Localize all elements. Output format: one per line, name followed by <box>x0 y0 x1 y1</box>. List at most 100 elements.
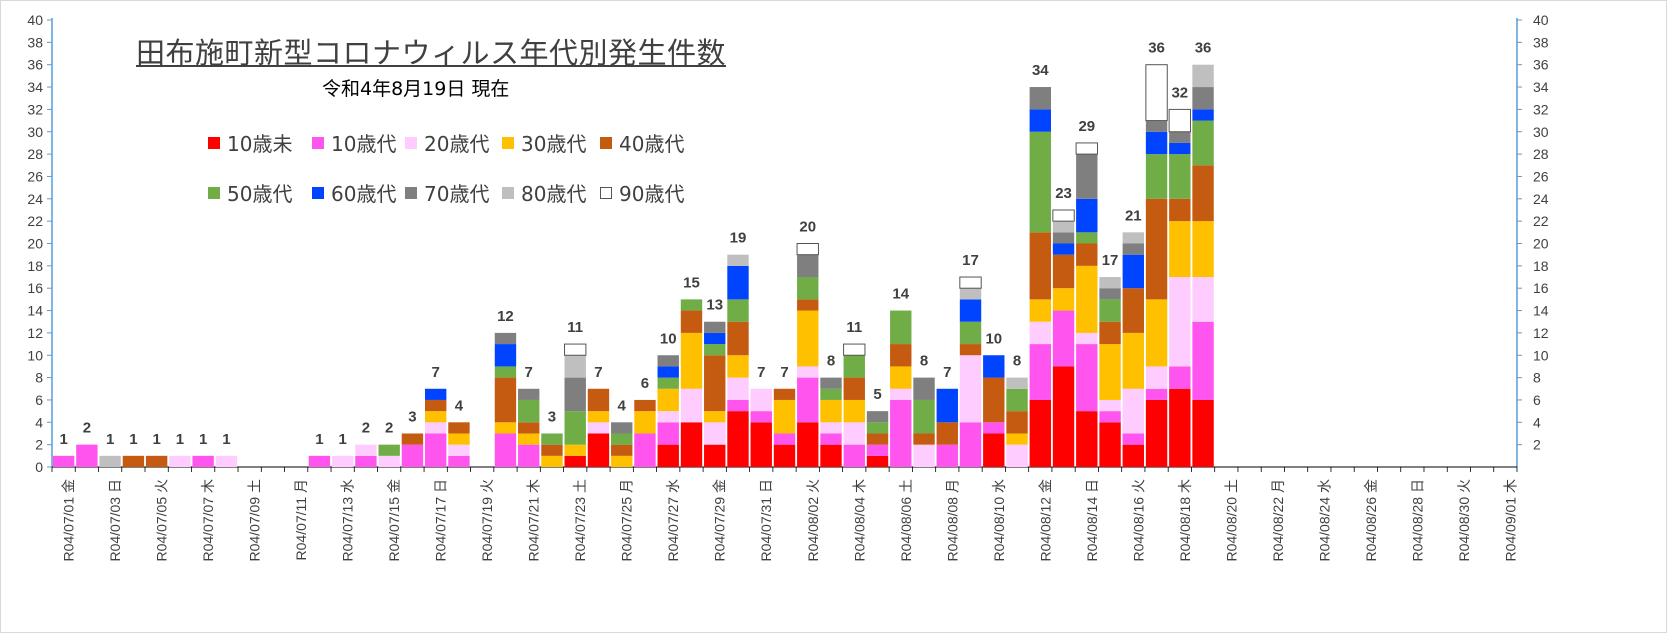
bar-segment <box>564 343 587 356</box>
data-label: 1 <box>106 431 114 448</box>
bar-segment <box>1122 388 1144 434</box>
bar-segment <box>797 299 819 311</box>
bar-segment <box>1169 142 1191 155</box>
bar-segment <box>1076 198 1098 233</box>
x-tick-label: R04/08/28 日 <box>1409 479 1425 562</box>
bar-segment <box>192 455 214 467</box>
x-tick-label: R04/08/22 月 <box>1270 479 1286 562</box>
data-label: 23 <box>1055 185 1072 202</box>
data-label: 10 <box>660 330 677 347</box>
bar-segment <box>1169 388 1191 467</box>
data-label: 8 <box>1013 353 1021 370</box>
chart-subtitle: 令和4年8月19日 現在 <box>322 78 510 100</box>
y-tick-label-left: 4 <box>35 414 43 430</box>
bar-segment <box>378 455 400 467</box>
y-tick-label-left: 34 <box>27 79 43 95</box>
bar-segment <box>99 455 121 467</box>
bar-segment <box>1006 377 1028 389</box>
bar-segment <box>448 433 470 445</box>
bar-segment <box>518 388 540 400</box>
bar-segment <box>1192 321 1214 400</box>
legend-label: 70歳代 <box>424 182 490 206</box>
bar-segment <box>983 355 1005 378</box>
data-label: 1 <box>338 431 346 448</box>
bar-segment <box>866 444 889 456</box>
bar-segment <box>890 344 912 367</box>
bar-segment <box>1145 120 1168 132</box>
legend-label: 50歳代 <box>227 182 293 206</box>
bar-segment <box>680 422 703 467</box>
bar-segment <box>1099 422 1121 467</box>
bar-segment <box>750 411 772 423</box>
bar-segment <box>1076 344 1098 412</box>
bar-segment <box>611 455 633 467</box>
bar-segment <box>1052 232 1075 244</box>
bar-segment <box>541 433 563 445</box>
legend-label: 10歳代 <box>331 132 397 156</box>
bar-segment <box>611 444 633 456</box>
legend-label: 30歳代 <box>521 132 587 156</box>
bar-segment <box>773 444 796 467</box>
y-tick-label-left: 30 <box>27 124 43 140</box>
legend-swatch <box>208 136 220 149</box>
bar-segment <box>1076 232 1098 244</box>
legend-swatch <box>502 136 514 149</box>
bar-segment <box>1169 154 1191 199</box>
data-label: 7 <box>594 364 602 381</box>
bar-segment <box>1099 321 1121 345</box>
legend-item: 90歳代 <box>600 178 684 207</box>
x-tick-label: R04/08/30 火 <box>1456 479 1472 562</box>
bar-segment <box>890 399 912 467</box>
bar-segment <box>215 455 238 467</box>
bar-segment <box>1192 87 1214 110</box>
bar-segment <box>866 433 889 445</box>
legend-swatch <box>502 186 514 199</box>
bar-segment <box>843 444 865 467</box>
x-tick-label: R04/07/01 金 <box>61 479 77 562</box>
legend-label: 90歳代 <box>619 182 685 206</box>
data-label: 19 <box>730 230 747 247</box>
bar-segment <box>773 433 796 445</box>
y-tick-label-left: 26 <box>27 168 43 184</box>
bar-segment <box>587 422 610 434</box>
legend-swatch <box>600 186 612 199</box>
bar-segment <box>1052 288 1075 311</box>
y-tick-label-left: 18 <box>27 258 43 274</box>
x-tick-label: R04/08/04 木 <box>851 479 867 562</box>
bar-segment <box>424 388 447 400</box>
bar-segment <box>843 422 865 445</box>
y-tick-label-right: 2 <box>1533 437 1541 453</box>
legend-swatch <box>312 136 324 149</box>
bar-segment <box>657 377 679 389</box>
bar-segment <box>564 455 586 467</box>
bar-segment <box>587 411 610 423</box>
bar-segment <box>494 344 517 367</box>
bar-segment <box>727 265 749 300</box>
y-tick-label-right: 18 <box>1533 258 1549 274</box>
bar-segment <box>866 422 889 434</box>
data-label: 17 <box>962 252 979 269</box>
y-tick-label-right: 40 <box>1533 12 1549 28</box>
data-label: 4 <box>618 397 627 414</box>
x-tick-label: R04/07/11 月 <box>293 479 309 560</box>
bar-segment <box>797 422 819 467</box>
x-tick-label: R04/08/18 木 <box>1177 479 1193 562</box>
bar-segment <box>611 433 633 445</box>
bar-segment <box>959 276 982 289</box>
bar-segment <box>1052 243 1075 255</box>
y-tick-label-left: 36 <box>27 57 43 73</box>
bar-segment <box>983 422 1005 434</box>
data-label: 1 <box>176 431 184 448</box>
data-label: 32 <box>1171 84 1188 101</box>
legend-item: 10歳未 <box>208 128 292 157</box>
bar-segment <box>355 455 377 467</box>
x-tick-label: R04/08/16 火 <box>1130 479 1146 562</box>
y-tick-label-right: 6 <box>1533 392 1541 408</box>
y-tick-label-right: 8 <box>1533 370 1541 386</box>
bar-segment <box>680 299 703 311</box>
bar-segment <box>1122 254 1144 289</box>
x-tick-label: R04/08/20 土 <box>1223 479 1239 562</box>
y-tick-label-right: 16 <box>1533 280 1549 296</box>
bar-segment <box>1169 131 1191 143</box>
data-label: 1 <box>129 431 137 448</box>
